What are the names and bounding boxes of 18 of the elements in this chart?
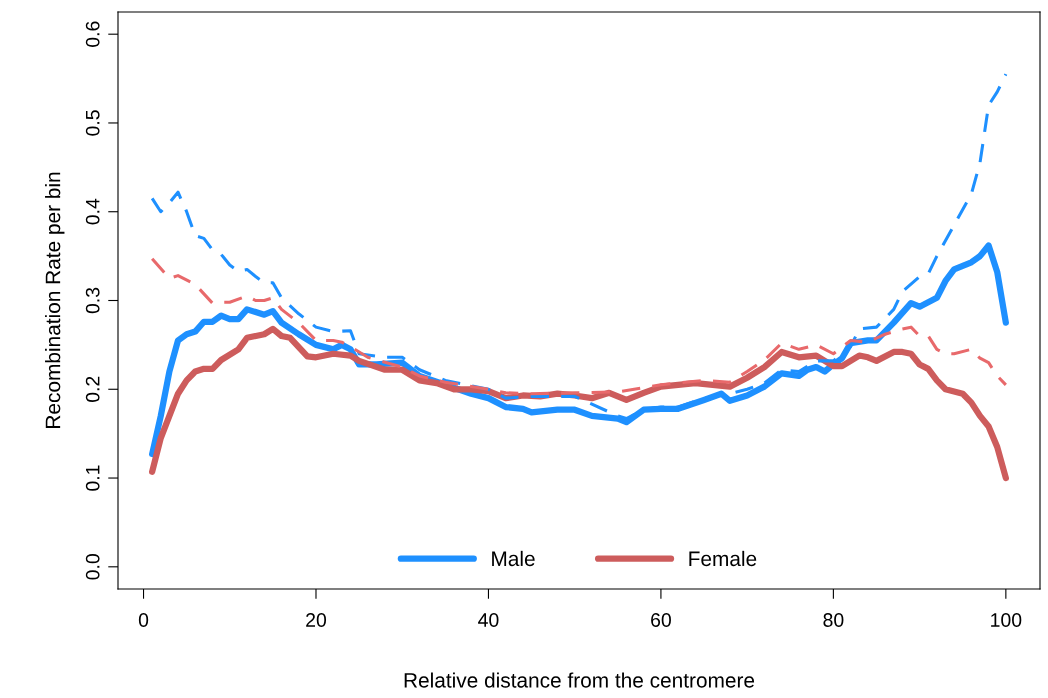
x-tick-label: 0: [138, 613, 149, 627]
y-tick-label: 0.1: [85, 465, 100, 491]
y-tick-label: 0.2: [85, 376, 100, 403]
y-tick-label: 0.5: [85, 110, 100, 136]
y-tick-label: 0.4: [85, 198, 100, 225]
x-tick-label: 60: [651, 613, 671, 627]
y-tick-label: 0.3: [85, 287, 100, 314]
legend-label: Female: [689, 550, 757, 567]
line-series: [150, 257, 1008, 396]
y-tick-label: 0.0: [85, 554, 100, 580]
x-tick-label: 20: [306, 613, 327, 627]
x-axis-title: Relative distance from the centromere: [404, 672, 755, 688]
y-axis-title: Recombination Rate per bin: [45, 172, 65, 428]
y-tick-label: 0.6: [85, 21, 100, 47]
legend-label: Male: [492, 550, 535, 567]
x-tick-label: 100: [991, 613, 1022, 627]
x-tick-label: 80: [823, 613, 844, 627]
x-tick-label: 40: [478, 613, 499, 627]
